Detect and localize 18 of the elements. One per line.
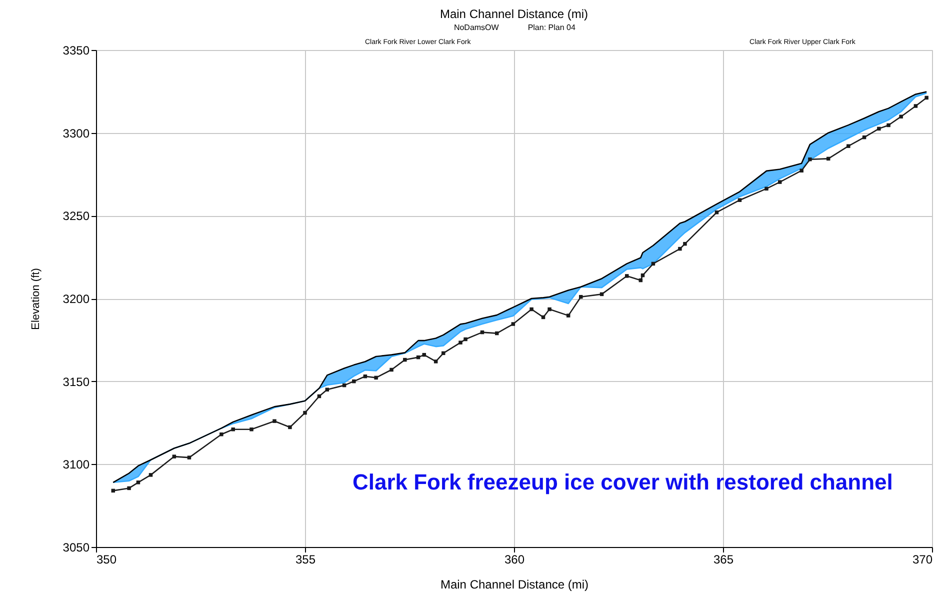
- y-tick-label: 3250: [62, 209, 90, 224]
- chart-title: Main Channel Distance (mi): [440, 7, 588, 21]
- y-tick-label: 3350: [62, 44, 90, 58]
- y-axis-title: Elevation (ft): [30, 268, 42, 330]
- text: Plan: Plan 04: [528, 23, 576, 32]
- text: NoDamsOW: [454, 23, 500, 32]
- y-tick-label: 3050: [62, 540, 90, 554]
- y-tick-label: 3200: [62, 292, 90, 306]
- y-tick-label: 3150: [62, 374, 90, 389]
- y-tick-label: 3300: [62, 126, 90, 140]
- x-tick-label: 360: [504, 552, 525, 566]
- annotation: Clark Fork freezeup ice cover with restored channel: [352, 469, 893, 494]
- x-tick-label: 355: [295, 552, 316, 566]
- y-tick-label: 3100: [62, 458, 90, 472]
- x-tick-label: 350: [96, 552, 117, 566]
- x-tick-label: 370: [912, 552, 933, 566]
- x-axis-title: Main Channel Distance (mi): [440, 578, 589, 592]
- x-tick-label: 365: [713, 552, 734, 566]
